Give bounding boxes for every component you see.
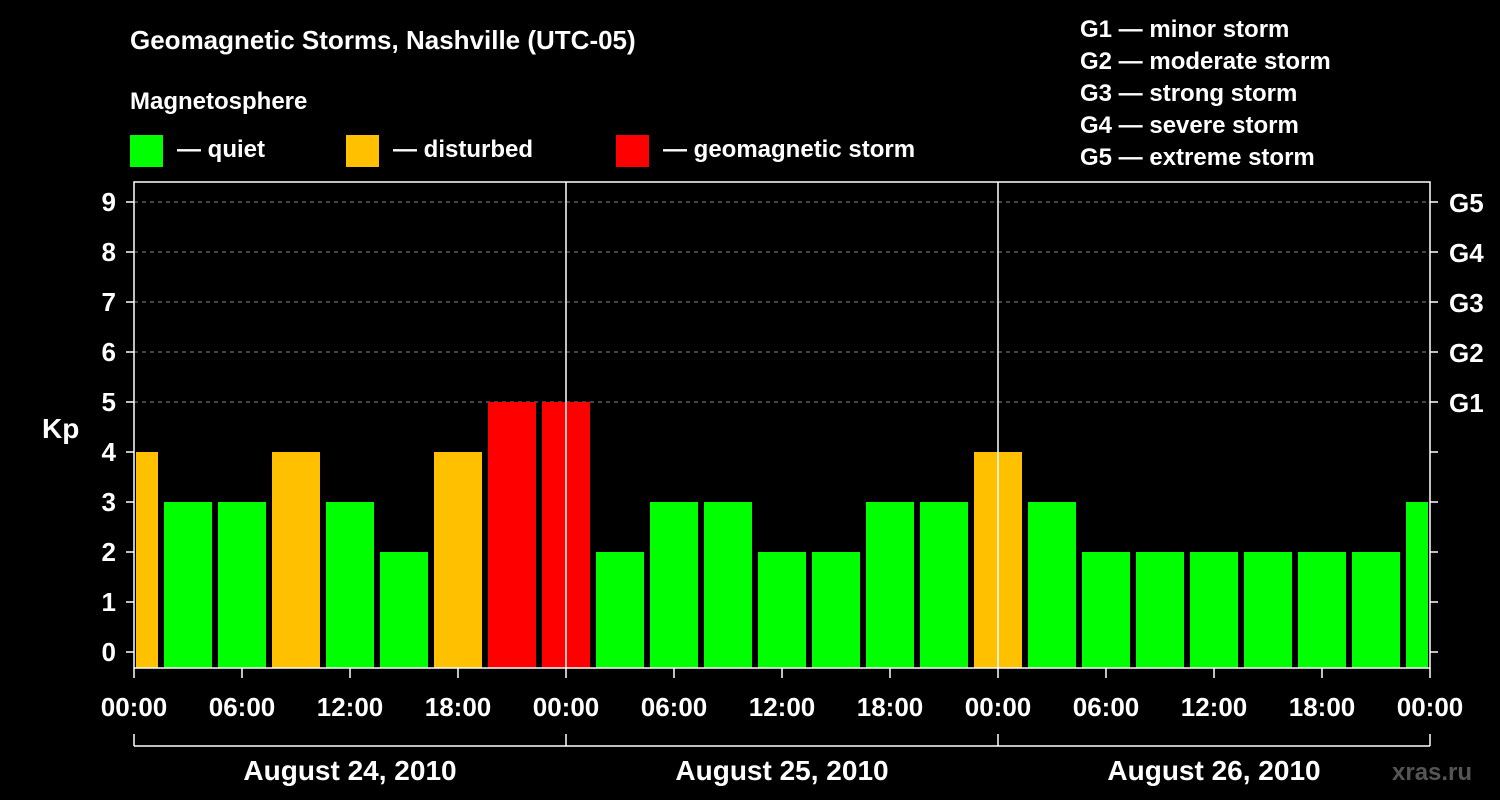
kp-bar-13 [812,552,860,668]
day-label-1: August 25, 2010 [675,755,888,786]
kp-bar-7 [488,402,536,668]
y-tick-label-8: 8 [102,237,116,267]
watermark: xras.ru [1392,759,1472,786]
legend: — quiet — disturbed — geomagnetic storm [130,135,915,167]
day-axis: August 24, 2010 August 25, 2010 August 26,… [133,734,1431,786]
x-tick-label-8: 00:00 [965,692,1032,722]
x-axis: 00:00 06:00 12:00 18:00 00:00 06:00 12:00 18:00… [101,668,1464,722]
x-tick-label-2: 12:00 [317,692,384,722]
x-tick-label-1: 06:00 [209,692,276,722]
legend-heading: Magnetosphere [130,88,307,115]
right-tick-label-g2: G2 [1449,338,1484,368]
scale-legend-g3: G3 — strong storm [1080,80,1297,107]
storm-scale-legend: G1 — minor storm G2 — moderate storm G3 … [1080,16,1331,171]
kp-bar-23 [1352,552,1400,668]
chart-title: Geomagnetic Storms, Nashville (UTC-05) [130,25,636,55]
kp-bar-18 [1082,552,1130,668]
kp-bar-5 [380,552,428,668]
y-tick-label-6: 6 [102,337,116,367]
x-tick-label-4: 00:00 [533,692,600,722]
y-tick-label-9: 9 [102,187,116,217]
right-tick-label-g5: G5 [1449,188,1484,218]
legend-label-storm: — geomagnetic storm [663,136,915,163]
x-tick-label-12: 00:00 [1397,692,1464,722]
kp-bar-9 [596,552,644,668]
x-tick-label-11: 18:00 [1289,692,1356,722]
kp-bar-15 [920,502,968,668]
y-axis: 0 1 2 3 4 5 6 7 8 9 [102,187,134,667]
scale-legend-g1: G1 — minor storm [1080,16,1289,43]
right-tick-label-g1: G1 [1449,388,1484,418]
bars [136,402,1428,668]
kp-bar-4 [326,502,374,668]
y-tick-label-7: 7 [102,287,116,317]
right-axis: G1 G2 G3 G4 G5 [1430,188,1484,653]
x-tick-label-6: 12:00 [749,692,816,722]
x-tick-label-7: 18:00 [857,692,924,722]
x-tick-label-3: 18:00 [425,692,492,722]
x-tick-label-5: 06:00 [641,692,708,722]
kp-bar-1 [164,502,212,668]
legend-label-quiet: — quiet [177,136,265,163]
legend-swatch-disturbed [346,135,379,167]
legend-label-disturbed: — disturbed [393,136,533,163]
kp-bar-0 [136,452,158,668]
y-axis-label: Kp [42,413,79,444]
x-tick-label-10: 12:00 [1181,692,1248,722]
kp-bar-10 [650,502,698,668]
kp-bar-12 [758,552,806,668]
right-tick-label-g3: G3 [1449,288,1484,318]
day-label-0: August 24, 2010 [243,755,456,786]
kp-bar-22 [1298,552,1346,668]
kp-bar-24 [1406,502,1428,668]
kp-bar-21 [1244,552,1292,668]
legend-swatch-storm [616,135,649,167]
y-tick-label-3: 3 [102,487,116,517]
kp-bar-19 [1136,552,1184,668]
kp-bar-6 [434,452,482,668]
scale-legend-g4: G4 — severe storm [1080,112,1299,139]
x-tick-label-9: 06:00 [1073,692,1140,722]
kp-bar-2 [218,502,266,668]
y-tick-label-5: 5 [102,387,116,417]
kp-bar-14 [866,502,914,668]
y-tick-label-4: 4 [102,437,117,467]
grid-lines [134,201,1430,403]
day-label-2: August 26, 2010 [1107,755,1320,786]
right-tick-label-g4: G4 [1449,238,1484,268]
kp-bar-17 [1028,502,1076,668]
y-tick-label-1: 1 [102,587,116,617]
legend-swatch-quiet [130,135,163,167]
x-tick-label-0: 00:00 [101,692,168,722]
kp-bar-20 [1190,552,1238,668]
y-tick-label-2: 2 [102,537,116,567]
kp-bar-3 [272,452,320,668]
kp-bar-11 [704,502,752,668]
scale-legend-g2: G2 — moderate storm [1080,48,1331,75]
scale-legend-g5: G5 — extreme storm [1080,144,1315,171]
y-tick-label-0: 0 [102,637,116,667]
